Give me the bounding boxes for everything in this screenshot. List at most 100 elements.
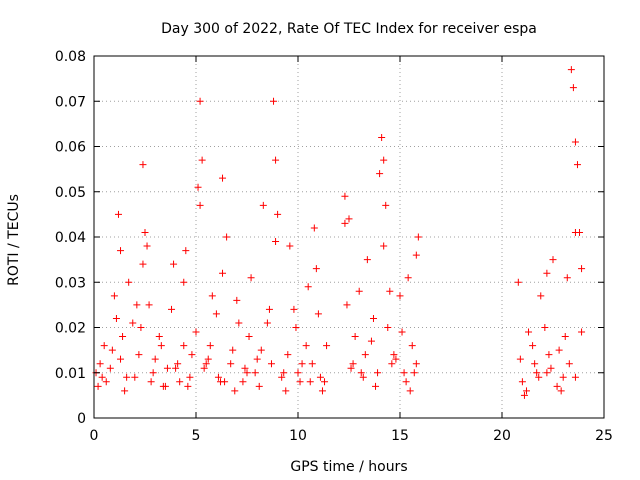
data-point (396, 292, 404, 300)
data-point (117, 247, 125, 255)
data-point (255, 382, 263, 390)
data-point (251, 369, 259, 377)
data-point (121, 387, 129, 395)
data-point (186, 373, 194, 381)
data-point (267, 360, 275, 368)
data-point (278, 373, 286, 381)
data-point (402, 378, 410, 386)
data-point (545, 351, 553, 359)
data-point (253, 355, 261, 363)
data-point (155, 333, 163, 341)
data-point (349, 360, 357, 368)
data-point (184, 382, 192, 390)
data-point (257, 346, 265, 354)
data-point (343, 301, 351, 309)
data-point (380, 242, 388, 250)
data-point (522, 387, 530, 395)
data-point (571, 373, 579, 381)
data-point (578, 328, 586, 336)
data-point (106, 364, 114, 372)
data-point (284, 351, 292, 359)
data-point (280, 369, 288, 377)
data-point (139, 260, 147, 268)
data-point (286, 242, 294, 250)
data-point (359, 373, 367, 381)
data-point (529, 342, 537, 350)
data-point (233, 296, 241, 304)
data-point (243, 369, 251, 377)
data-point (170, 260, 178, 268)
data-point (112, 314, 120, 322)
data-point (259, 201, 267, 209)
data-point (386, 287, 394, 295)
data-point (296, 378, 304, 386)
data-point (263, 319, 271, 327)
data-point (274, 210, 282, 218)
data-point (231, 387, 239, 395)
data-point (302, 342, 310, 350)
data-point (518, 378, 526, 386)
x-tick-label: 25 (595, 428, 613, 444)
data-point (533, 369, 541, 377)
data-point (265, 305, 273, 313)
data-point (100, 342, 108, 350)
data-point (531, 360, 539, 368)
data-point (157, 342, 165, 350)
data-point (176, 378, 184, 386)
data-point (406, 387, 414, 395)
data-point (114, 210, 122, 218)
data-point (149, 369, 157, 377)
data-point (194, 183, 202, 191)
data-point (571, 138, 579, 146)
data-point (214, 373, 222, 381)
y-tick-label: 0.02 (55, 321, 86, 337)
data-point (557, 387, 565, 395)
data-point (272, 238, 280, 246)
data-point (196, 201, 204, 209)
data-point (206, 342, 214, 350)
y-tick-label: 0.04 (55, 230, 86, 246)
data-point (216, 378, 224, 386)
data-point (182, 247, 190, 255)
data-point (135, 351, 143, 359)
y-axis: 0 0.01 0.02 0.03 0.04 0.05 0.06 0.07 0.08 (55, 49, 604, 427)
data-point (553, 382, 561, 390)
data-point (306, 378, 314, 386)
data-point (133, 301, 141, 309)
data-point (110, 292, 118, 300)
data-point (355, 287, 363, 295)
y-tick-label: 0.08 (55, 49, 86, 65)
data-point (172, 364, 180, 372)
y-tick-label: 0 (77, 411, 86, 427)
data-point (555, 346, 563, 354)
data-point (229, 346, 237, 354)
data-point (139, 161, 147, 169)
data-point (137, 324, 145, 331)
data-point (559, 373, 567, 381)
data-point (361, 351, 369, 359)
y-tick-label: 0.05 (55, 185, 86, 201)
data-point (323, 342, 331, 350)
data-point (241, 364, 249, 372)
data-point (292, 324, 300, 331)
data-point (192, 328, 200, 336)
x-tick-label: 15 (391, 428, 409, 444)
data-point (294, 369, 302, 377)
y-tick-label: 0.01 (55, 366, 86, 382)
data-point (372, 382, 380, 390)
data-point (516, 355, 524, 363)
data-point (571, 228, 579, 236)
data-point (384, 324, 392, 331)
data-point (412, 360, 420, 368)
data-point (143, 242, 151, 250)
data-point (347, 364, 355, 372)
data-point (390, 351, 398, 359)
data-point (573, 161, 581, 169)
data-point (119, 333, 127, 341)
data-point (312, 265, 320, 273)
data-point (341, 192, 349, 200)
y-tick-label: 0.06 (55, 140, 86, 156)
data-point (202, 360, 210, 368)
data-point (367, 337, 375, 345)
data-point (520, 391, 528, 399)
